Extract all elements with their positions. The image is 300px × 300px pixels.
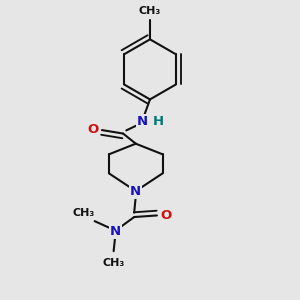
Text: N: N <box>136 115 148 128</box>
Text: H: H <box>152 115 164 128</box>
Text: N: N <box>110 225 121 238</box>
Text: O: O <box>88 123 99 136</box>
Text: CH₃: CH₃ <box>73 208 95 218</box>
Text: N: N <box>130 184 141 198</box>
Text: CH₃: CH₃ <box>103 258 125 268</box>
Text: O: O <box>161 209 172 222</box>
Text: CH₃: CH₃ <box>139 6 161 16</box>
